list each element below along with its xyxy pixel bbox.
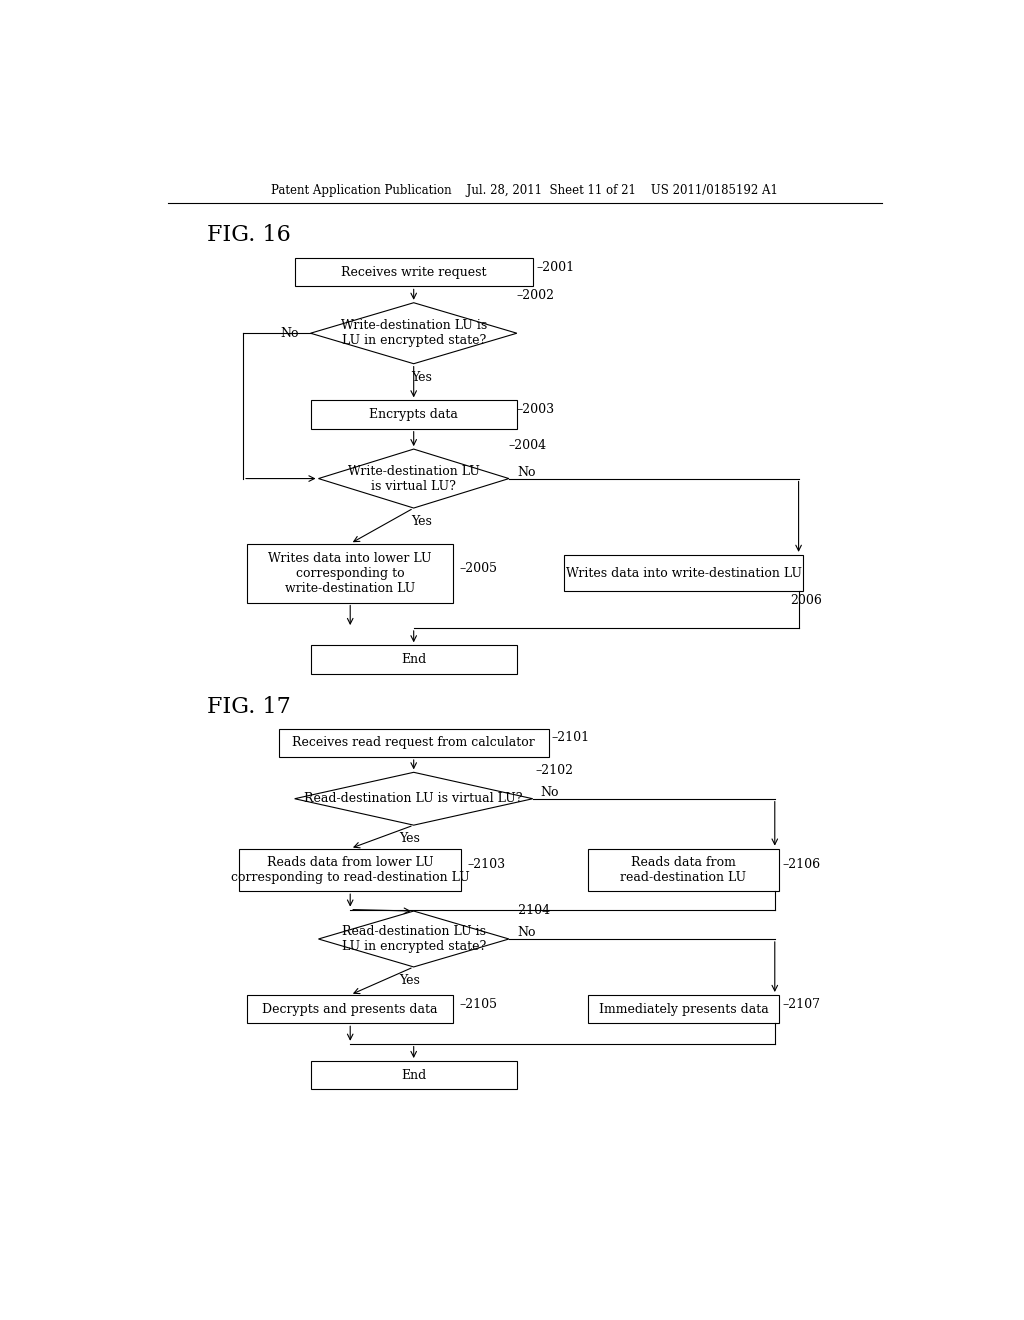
Text: Writes data into write-destination LU: Writes data into write-destination LU — [565, 566, 802, 579]
Text: Yes: Yes — [412, 515, 432, 528]
Text: Writes data into lower LU
corresponding to
write-destination LU: Writes data into lower LU corresponding … — [268, 552, 432, 594]
Text: –2103: –2103 — [468, 858, 506, 871]
FancyBboxPatch shape — [240, 849, 462, 891]
Text: Read-destination LU is virtual LU?: Read-destination LU is virtual LU? — [304, 792, 523, 805]
FancyBboxPatch shape — [588, 849, 778, 891]
Polygon shape — [318, 449, 509, 508]
Text: End: End — [401, 1069, 426, 1081]
Text: Write-destination LU is
LU in encrypted state?: Write-destination LU is LU in encrypted … — [341, 319, 486, 347]
Polygon shape — [295, 772, 532, 825]
FancyBboxPatch shape — [310, 1061, 517, 1089]
Text: No: No — [541, 787, 559, 799]
Text: –2106: –2106 — [782, 858, 821, 871]
Polygon shape — [310, 302, 517, 364]
Text: Yes: Yes — [399, 833, 420, 845]
Text: Encrypts data: Encrypts data — [370, 408, 458, 421]
Text: Immediately presents data: Immediately presents data — [599, 1003, 768, 1015]
Text: Yes: Yes — [399, 974, 420, 987]
Text: Receives write request: Receives write request — [341, 265, 486, 279]
Text: –2005: –2005 — [460, 561, 498, 574]
Polygon shape — [318, 911, 509, 968]
Text: End: End — [401, 653, 426, 667]
Text: –2004: –2004 — [509, 438, 547, 451]
Text: Write-destination LU
is virtual LU?: Write-destination LU is virtual LU? — [348, 465, 479, 492]
Text: Receives read request from calculator: Receives read request from calculator — [292, 737, 536, 750]
Text: Yes: Yes — [412, 371, 432, 384]
Text: Reads data from
read-destination LU: Reads data from read-destination LU — [621, 855, 746, 884]
Text: –2002: –2002 — [517, 289, 555, 302]
FancyBboxPatch shape — [247, 995, 454, 1023]
Text: No: No — [517, 927, 536, 940]
Text: –2003: –2003 — [517, 403, 555, 416]
FancyBboxPatch shape — [279, 729, 549, 758]
Text: Reads data from lower LU
corresponding to read-destination LU: Reads data from lower LU corresponding t… — [230, 855, 470, 884]
Text: No: No — [281, 327, 299, 339]
Text: –2102: –2102 — [536, 764, 573, 776]
Text: Decrypts and presents data: Decrypts and presents data — [262, 1003, 438, 1015]
Text: Patent Application Publication    Jul. 28, 2011  Sheet 11 of 21    US 2011/01851: Patent Application Publication Jul. 28, … — [271, 185, 778, 198]
Text: Read-destination LU is
LU in encrypted state?: Read-destination LU is LU in encrypted s… — [342, 925, 485, 953]
FancyBboxPatch shape — [247, 544, 454, 602]
Text: –2107: –2107 — [782, 998, 820, 1011]
FancyBboxPatch shape — [310, 400, 517, 429]
Text: –2101: –2101 — [552, 731, 590, 744]
Text: FIG. 17: FIG. 17 — [207, 696, 291, 718]
Text: 2006: 2006 — [791, 594, 822, 607]
FancyBboxPatch shape — [588, 995, 778, 1023]
Text: –2001: –2001 — [537, 260, 574, 273]
Text: –2105: –2105 — [460, 998, 498, 1011]
FancyBboxPatch shape — [295, 257, 532, 286]
Text: No: No — [517, 466, 536, 479]
Text: –2104: –2104 — [512, 904, 550, 917]
Text: FIG. 16: FIG. 16 — [207, 223, 291, 246]
FancyBboxPatch shape — [564, 554, 803, 591]
FancyBboxPatch shape — [310, 645, 517, 673]
